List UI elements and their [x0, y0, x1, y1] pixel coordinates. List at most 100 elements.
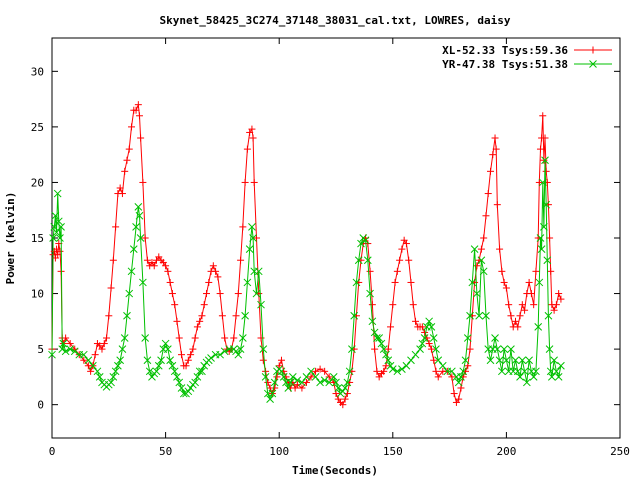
data-point	[507, 312, 515, 320]
data-point	[125, 145, 133, 153]
data-point	[513, 367, 522, 376]
data-point	[66, 345, 75, 353]
data-point	[495, 356, 504, 365]
data-point	[398, 365, 406, 373]
data-point	[107, 284, 115, 292]
data-point	[502, 284, 510, 292]
y-axis-label: Power (kelvin)	[4, 192, 17, 285]
data-point	[391, 278, 399, 286]
y-tick-label: 30	[31, 65, 44, 78]
data-point	[518, 356, 527, 365]
data-point	[384, 356, 393, 365]
data-point	[87, 367, 95, 375]
legend-swatch-marker	[589, 46, 597, 54]
data-point	[193, 373, 202, 381]
data-point	[232, 347, 240, 356]
data-point	[316, 365, 324, 373]
data-point	[212, 267, 220, 275]
data-point	[405, 256, 413, 264]
data-point	[216, 290, 224, 298]
data-point	[348, 345, 356, 353]
data-point	[143, 256, 151, 264]
data-point	[377, 339, 386, 348]
data-point	[371, 345, 379, 353]
data-point	[325, 378, 334, 387]
data-point	[237, 256, 245, 264]
data-point	[141, 334, 150, 342]
data-point	[379, 345, 388, 353]
data-point	[547, 267, 555, 275]
data-point	[555, 290, 563, 298]
data-point	[132, 106, 140, 114]
data-point	[109, 256, 117, 264]
data-point	[520, 367, 529, 376]
data-point	[214, 273, 222, 281]
data-point	[493, 201, 501, 209]
data-point	[540, 223, 548, 231]
data-point	[368, 301, 376, 309]
series-1	[48, 101, 565, 409]
data-point	[175, 334, 183, 342]
data-point	[79, 350, 88, 359]
data-point	[52, 228, 61, 237]
data-point	[121, 167, 129, 175]
data-point	[545, 345, 554, 353]
data-point	[457, 384, 465, 392]
x-tick-label: 150	[383, 445, 403, 458]
data-point	[141, 234, 149, 242]
data-point	[496, 245, 504, 253]
data-point	[252, 289, 261, 298]
data-point	[250, 178, 258, 186]
data-point	[266, 395, 274, 403]
data-point	[532, 367, 540, 376]
data-point	[298, 384, 306, 392]
data-point	[425, 340, 433, 348]
data-point	[463, 334, 472, 342]
data-point	[312, 367, 320, 375]
data-point	[479, 267, 488, 276]
data-point	[200, 361, 209, 370]
data-point	[139, 278, 147, 287]
series-layer	[48, 101, 565, 409]
data-point	[95, 373, 104, 381]
data-point	[123, 311, 131, 320]
data-point	[234, 350, 243, 359]
data-point	[554, 373, 563, 381]
data-point	[541, 156, 549, 165]
data-point	[270, 378, 279, 387]
data-point	[500, 278, 508, 286]
data-point	[298, 378, 306, 387]
data-point	[429, 334, 438, 342]
data-point	[134, 203, 143, 211]
data-point	[366, 267, 374, 275]
data-point	[493, 345, 502, 353]
data-point	[393, 367, 402, 376]
data-point	[502, 356, 511, 365]
data-point	[475, 311, 483, 320]
data-point	[409, 301, 417, 309]
data-point	[341, 384, 349, 392]
data-point	[136, 234, 145, 242]
data-point	[261, 373, 270, 381]
data-point	[482, 212, 490, 220]
data-point	[489, 151, 497, 159]
data-point	[53, 189, 62, 198]
data-point	[277, 367, 286, 376]
data-point	[354, 256, 363, 265]
data-point	[448, 373, 456, 381]
data-point	[550, 356, 558, 365]
data-point	[482, 311, 490, 320]
data-point	[125, 289, 134, 298]
data-point	[135, 211, 144, 220]
data-point	[542, 167, 550, 175]
data-point	[427, 323, 436, 331]
data-point	[238, 334, 247, 342]
data-point	[320, 376, 329, 385]
data-point	[500, 345, 508, 353]
data-point	[425, 317, 434, 326]
data-point	[205, 278, 213, 286]
data-point	[111, 367, 120, 376]
data-point	[135, 112, 143, 120]
data-point	[173, 373, 181, 381]
